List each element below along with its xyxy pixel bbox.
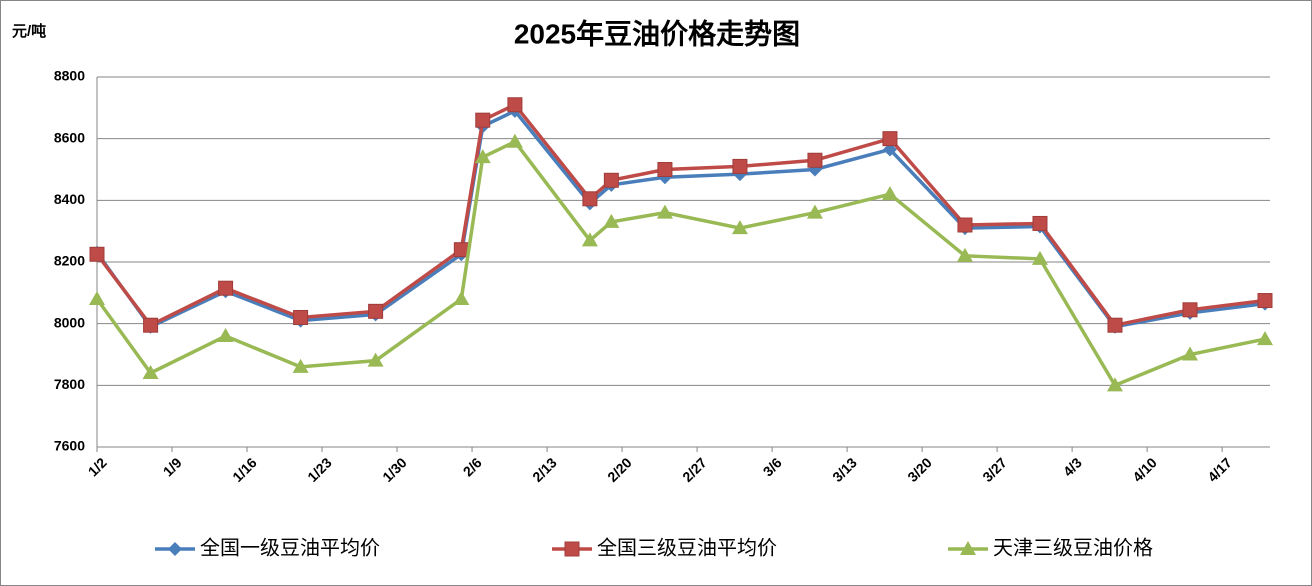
point — [732, 158, 748, 174]
y-tick-label: 7600 — [54, 438, 85, 454]
legend-marker — [960, 541, 976, 555]
legend-marker — [564, 541, 580, 557]
y-tick-label: 8000 — [54, 314, 85, 330]
legend-label: 全国一级豆油平均价 — [200, 536, 380, 559]
point — [506, 133, 523, 148]
chart-title: 2025年豆油价格走势图 — [514, 17, 800, 49]
point — [1257, 293, 1273, 309]
point — [453, 242, 469, 258]
point — [453, 291, 470, 305]
point — [806, 204, 823, 219]
point — [881, 186, 898, 201]
legend-marker — [168, 542, 182, 556]
point — [1257, 331, 1273, 346]
point — [1106, 377, 1123, 392]
point — [656, 204, 673, 219]
point — [143, 317, 159, 333]
point — [957, 217, 973, 233]
point — [807, 152, 823, 168]
point — [581, 232, 598, 247]
point — [731, 220, 748, 235]
y-tick-label: 8400 — [54, 191, 85, 207]
point — [217, 328, 234, 342]
point — [1107, 317, 1123, 333]
y-tick-label: 8800 — [54, 68, 85, 84]
legend-label: 天津三级豆油价格 — [993, 536, 1153, 559]
point — [603, 172, 619, 188]
point — [956, 247, 973, 262]
y-tick-label: 7800 — [54, 376, 85, 392]
point — [474, 149, 491, 164]
point — [368, 303, 384, 319]
point — [507, 97, 523, 113]
point — [1032, 215, 1048, 231]
point — [603, 213, 620, 228]
point — [89, 246, 105, 262]
point — [367, 352, 384, 367]
point — [218, 280, 234, 296]
point — [657, 162, 673, 177]
point — [582, 191, 598, 207]
point — [1181, 346, 1198, 361]
y-tick-label: 8600 — [54, 129, 85, 145]
point — [292, 358, 309, 373]
point — [89, 291, 105, 305]
point — [882, 131, 898, 147]
y-axis-label: 元/吨 — [12, 22, 46, 40]
y-tick-label: 8200 — [54, 253, 85, 269]
point — [475, 112, 491, 128]
point — [293, 310, 309, 325]
point — [1182, 302, 1198, 318]
point — [142, 365, 159, 379]
point — [1031, 250, 1048, 265]
legend-label: 全国三级豆油平均价 — [597, 536, 777, 559]
